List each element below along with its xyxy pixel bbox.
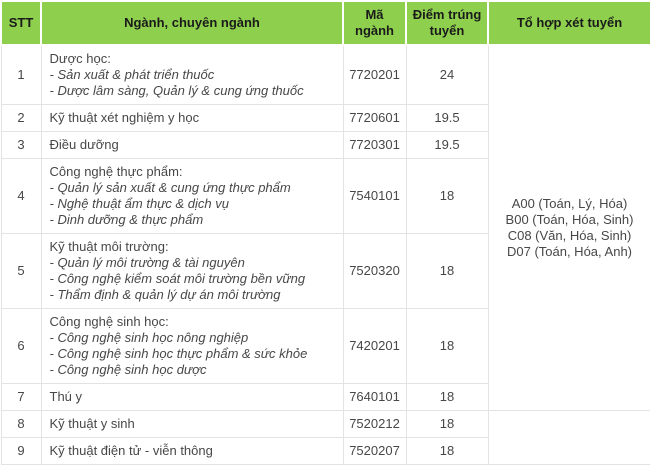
column-header-3: Điểm trúng tuyển: [405, 0, 489, 46]
major-cell: Kỹ thuật xét nghiệm y học: [40, 104, 344, 132]
specialization-line: - Quản lý môi trường & tài nguyên: [49, 255, 245, 270]
major-code-cell: 7720301: [342, 131, 407, 159]
stt-cell: 8: [0, 410, 42, 438]
stt-cell: 2: [0, 104, 42, 132]
major-title: Kỹ thuật y sinh: [49, 416, 135, 431]
admission-score-cell: 18: [405, 233, 489, 309]
major-cell: Công nghệ sinh học: - Công nghệ sinh học …: [40, 308, 344, 384]
major-code-cell: 7640101: [342, 383, 407, 411]
admission-score-cell: 24: [405, 44, 489, 105]
table-row: 5 Kỹ thuật môi trường: - Quản lý môi trườn…: [0, 233, 650, 309]
stt-cell: 7: [0, 383, 42, 411]
table-row: 3 Điều dưỡng 7720301 19.5: [0, 131, 650, 159]
table-row: 1 Dược học: - Sản xuất & phát triển thuốc -…: [0, 44, 650, 411]
major-code-cell: 7520320: [342, 233, 407, 309]
combination-cell: A00 (Toán, Lý, Hóa) B00 (Toán, Hóa, Sinh)…: [487, 44, 650, 411]
major-cell: Kỹ thuật điện tử - viễn thông: [40, 437, 344, 465]
table-head: STT Ngành, chuyên ngành Mã ngành Điểm trúng…: [0, 0, 650, 46]
admission-score-cell: 18: [405, 158, 489, 234]
major-code-cell: 7720201: [342, 44, 407, 105]
major-code-cell: 7520212: [342, 410, 407, 438]
specialization-line: - Thẩm định & quản lý dự án môi trường: [49, 287, 281, 302]
table-row: 4 Công nghệ thực phẩm: - Quản lý sản xuất …: [0, 158, 650, 234]
combination-line: B00 (Toán, Hóa, Sinh): [505, 212, 634, 227]
stt-cell: 1: [0, 44, 42, 105]
column-header-2: Mã ngành: [342, 0, 407, 46]
table-row: 6 Công nghệ sinh học: - Công nghệ sinh học…: [0, 308, 650, 384]
stt-cell: 6: [0, 308, 42, 384]
major-title: Dược học:: [49, 51, 111, 66]
major-title: Thú y: [49, 389, 83, 404]
admission-score-cell: 19.5: [405, 104, 489, 132]
column-header-4: Tổ hợp xét tuyển: [487, 0, 650, 46]
admission-score-cell: 19.5: [405, 131, 489, 159]
specialization-line: - Công nghệ sinh học nông nghiệp: [49, 330, 249, 345]
combination-line: D07 (Toán, Hóa, Anh): [506, 244, 633, 259]
admission-score-cell: 18: [405, 437, 489, 465]
major-code-cell: 7720601: [342, 104, 407, 132]
table-row: 8 Kỹ thuật y sinh 7520212 18: [0, 410, 650, 465]
admission-score-cell: 18: [405, 410, 489, 438]
combination-line: A00 (Toán, Lý, Hóa): [511, 196, 628, 211]
column-header-1: Ngành, chuyên ngành: [40, 0, 344, 46]
specialization-line: - Công nghệ kiểm soát môi trường bền vữn…: [49, 271, 306, 286]
major-title: Kỹ thuật môi trường:: [49, 239, 169, 254]
major-title: Điều dưỡng: [49, 137, 119, 152]
major-cell: Công nghệ thực phẩm: - Quản lý sản xuất &…: [40, 158, 344, 234]
combination-line: C08 (Văn, Hóa, Sinh): [507, 228, 632, 243]
major-title: Công nghệ thực phẩm:: [49, 164, 183, 179]
specialization-line: - Sản xuất & phát triển thuốc: [49, 67, 215, 82]
major-cell: Thú y: [40, 383, 344, 411]
major-code-cell: 7520207: [342, 437, 407, 465]
stt-cell: 5: [0, 233, 42, 309]
major-title: Kỹ thuật xét nghiệm y học: [49, 110, 200, 125]
stt-cell: 9: [0, 437, 42, 465]
table-row: 7 Thú y 7640101 18: [0, 383, 650, 411]
column-header-0: STT: [0, 0, 42, 46]
admission-score-cell: 18: [405, 308, 489, 384]
specialization-line: - Công nghệ sinh học dược: [49, 362, 207, 377]
specialization-line: - Dược lâm sàng, Quản lý & cung ứng thuố…: [49, 83, 304, 98]
specialization-line: - Nghệ thuật ẩm thực & dịch vụ: [49, 196, 230, 211]
stt-cell: 3: [0, 131, 42, 159]
major-cell: Điều dưỡng: [40, 131, 344, 159]
major-code-cell: 7540101: [342, 158, 407, 234]
major-cell: Dược học: - Sản xuất & phát triển thuốc - …: [40, 44, 344, 105]
major-title: Công nghệ sinh học:: [49, 314, 169, 329]
major-cell: Kỹ thuật môi trường: - Quản lý môi trường…: [40, 233, 344, 309]
major-title: Kỹ thuật điện tử - viễn thông: [49, 443, 213, 458]
specialization-line: - Dinh dưỡng & thực phẩm: [49, 212, 204, 227]
specialization-line: - Quản lý sản xuất & cung ứng thực phẩm: [49, 180, 291, 195]
admission-score-cell: 18: [405, 383, 489, 411]
table-header-row: STT Ngành, chuyên ngành Mã ngành Điểm trúng…: [0, 0, 650, 46]
combination-empty-cell: [487, 410, 650, 465]
major-code-cell: 7420201: [342, 308, 407, 384]
table-row: 2 Kỹ thuật xét nghiệm y học 7720601 19.5: [0, 104, 650, 132]
specialization-line: - Công nghệ sinh học thực phẩm & sức khỏ…: [49, 346, 308, 361]
table-body: 1 Dược học: - Sản xuất & phát triển thuốc -…: [0, 44, 650, 465]
major-cell: Kỹ thuật y sinh: [40, 410, 344, 438]
stt-cell: 4: [0, 158, 42, 234]
